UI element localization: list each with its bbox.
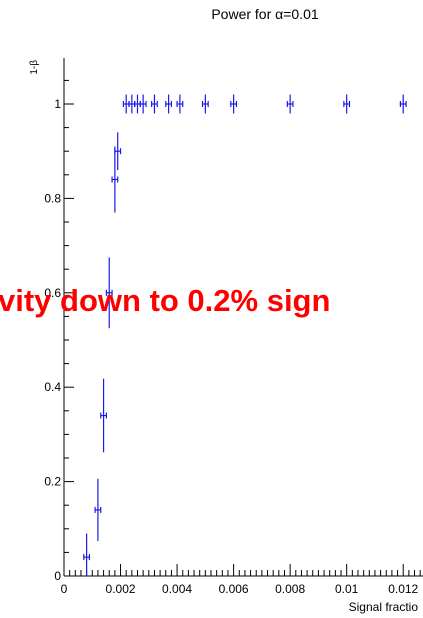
overlay-caption: …vity down to 0.2% sign bbox=[0, 285, 330, 316]
data-point bbox=[399, 94, 407, 114]
x-tick-label: 0.002 bbox=[106, 582, 136, 596]
data-point bbox=[94, 478, 102, 542]
data-point bbox=[230, 94, 238, 114]
y-tick-label: 0.6 bbox=[44, 286, 61, 300]
data-point bbox=[151, 94, 158, 114]
overlay-text: vity down to 0.2% sign bbox=[0, 283, 331, 318]
data-point bbox=[111, 146, 119, 213]
y-tick-label: 0.2 bbox=[44, 475, 61, 489]
data-point bbox=[139, 94, 147, 114]
data-point bbox=[201, 94, 209, 114]
data-points bbox=[83, 94, 407, 576]
x-tick-label: 0.012 bbox=[388, 582, 418, 596]
data-point bbox=[176, 94, 184, 114]
data-point bbox=[286, 94, 294, 114]
data-point bbox=[100, 378, 108, 453]
y-axis-label: 1-β bbox=[29, 60, 40, 75]
y-tick-label: 0.8 bbox=[44, 191, 61, 205]
axes: 0 0.2 0.4 0.6 0.8 1 0 0.002 0.004 0.006 0.008 0.01 0… bbox=[29, 58, 423, 614]
x-tick-label: 0.004 bbox=[162, 582, 192, 596]
data-point bbox=[105, 257, 113, 329]
data-point bbox=[134, 94, 141, 114]
x-tick-label: 0.008 bbox=[275, 582, 305, 596]
data-point bbox=[128, 94, 136, 114]
y-tick-label: 0 bbox=[54, 569, 61, 583]
data-point bbox=[165, 94, 173, 114]
data-point bbox=[83, 533, 91, 576]
y-tick-label: 1 bbox=[54, 97, 61, 111]
data-point bbox=[114, 132, 122, 171]
data-point bbox=[343, 94, 351, 114]
y-tick-label: 0.4 bbox=[44, 380, 61, 394]
x-tick-label: 0.01 bbox=[335, 582, 359, 596]
data-point bbox=[122, 94, 130, 114]
x-tick-label: 0.006 bbox=[219, 582, 249, 596]
x-axis-label: Signal fractio bbox=[349, 600, 419, 614]
x-tick-label: 0 bbox=[61, 582, 68, 596]
chart-title: Power for α=0.01 bbox=[211, 6, 319, 22]
